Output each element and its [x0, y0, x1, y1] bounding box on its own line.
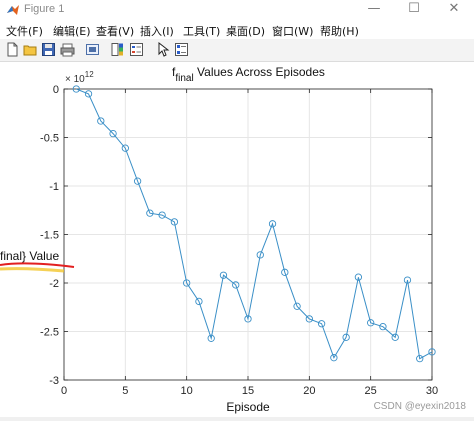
- matlab-logo-icon: [7, 5, 19, 15]
- data-point: [219, 271, 228, 279]
- x-tick-label: 20: [303, 385, 315, 397]
- new-figure-icon[interactable]: [5, 42, 20, 57]
- property-inspector-icon[interactable]: [174, 42, 189, 57]
- figure-canvas: 0 5 10 15 20 25 30 0 -0.5 -1 -1.5 -2 -2.5 -3 × 1012 f…: [0, 62, 474, 417]
- menu-window[interactable]: 窗口(W): [272, 25, 314, 38]
- menu-view[interactable]: 查看(V): [96, 25, 135, 38]
- figure-toolbar: [0, 39, 474, 62]
- maximize-button[interactable]: ☐: [408, 1, 420, 16]
- data-point: [281, 268, 289, 276]
- data-point: [416, 355, 424, 363]
- edit-plot-pointer-icon[interactable]: [156, 42, 171, 57]
- data-point: [232, 281, 240, 289]
- series-line: [76, 88, 433, 360]
- data-point: [428, 348, 436, 356]
- data-point: [72, 85, 80, 93]
- colorbar-icon[interactable]: [110, 42, 125, 57]
- data-point: [354, 273, 363, 281]
- y-tick-label: -2.5: [40, 327, 59, 339]
- red-underline-annotation: [0, 262, 75, 268]
- data-point: [403, 276, 412, 284]
- data-point: [367, 319, 375, 327]
- chart-title: ffinal Values Across Episodes: [172, 65, 325, 84]
- data-point: [268, 220, 277, 228]
- x-tick-label: 5: [122, 385, 128, 397]
- link-plot-icon[interactable]: [85, 42, 100, 57]
- data-point: [146, 209, 154, 217]
- save-icon[interactable]: [41, 42, 56, 57]
- x-axis-label: Episode: [226, 400, 270, 414]
- data-point: [121, 144, 129, 152]
- y-exponent-label: × 1012: [65, 70, 94, 85]
- legend-icon[interactable]: [129, 42, 144, 57]
- axis-ticks: 0 5 10 15 20 25 30 0 -0.5 -1 -1.5 -2 -2.5 -3: [40, 84, 438, 397]
- y-tick-label: -0.5: [40, 133, 59, 145]
- data-point: [109, 129, 117, 138]
- data-point: [305, 315, 313, 323]
- y-tick-label: -2: [49, 278, 59, 290]
- data-point: [133, 177, 142, 185]
- y-axis-label: final} Value: [0, 249, 59, 263]
- x-tick-label: 30: [426, 385, 438, 397]
- data-point: [342, 333, 350, 341]
- data-point: [330, 354, 338, 362]
- line-chart[interactable]: 0 5 10 15 20 25 30 0 -0.5 -1 -1.5 -2 -2.5 -3 × 1012 f…: [0, 62, 474, 417]
- data-point: [207, 334, 215, 342]
- data-point: [379, 322, 387, 331]
- data-point: [317, 320, 326, 328]
- print-icon[interactable]: [60, 42, 75, 57]
- watermark: CSDN @eyexin2018: [373, 401, 466, 412]
- menu-desktop[interactable]: 桌面(D): [226, 25, 266, 38]
- x-tick-label: 0: [61, 385, 67, 397]
- data-point: [170, 218, 179, 226]
- y-tick-label: 0: [53, 84, 59, 96]
- data-point: [391, 333, 399, 341]
- minimize-button[interactable]: —: [367, 1, 381, 16]
- window-title-bar: Figure 1 — ☐ ✕: [0, 0, 474, 20]
- menu-help[interactable]: 帮助(H): [320, 25, 359, 38]
- data-point: [256, 251, 264, 259]
- data-point: [195, 297, 203, 306]
- x-tick-label: 15: [242, 385, 254, 397]
- data-point: [84, 90, 93, 98]
- data-point: [183, 279, 191, 287]
- data-point: [97, 117, 105, 125]
- open-file-icon[interactable]: [23, 42, 38, 57]
- data-point: [158, 211, 166, 219]
- menu-bar: 文件(F) 编辑(E) 查看(V) 插入(I) 工具(T) 桌面(D) 窗口(W…: [0, 20, 474, 39]
- series-markers: [72, 85, 436, 363]
- close-button[interactable]: ✕: [448, 1, 460, 16]
- y-tick-label: -1.5: [40, 230, 59, 242]
- menu-insert[interactable]: 插入(I): [140, 25, 174, 38]
- menu-file[interactable]: 文件(F): [6, 25, 43, 38]
- data-point: [293, 302, 301, 310]
- menu-edit[interactable]: 编辑(E): [53, 25, 91, 38]
- x-tick-label: 25: [365, 385, 377, 397]
- y-tick-label: -3: [49, 375, 59, 387]
- window-title: Figure 1: [24, 3, 65, 15]
- x-tick-label: 10: [181, 385, 193, 397]
- data-point: [244, 315, 252, 323]
- yellow-highlight-annotation: [0, 267, 65, 273]
- menu-tools[interactable]: 工具(T): [183, 25, 221, 38]
- y-tick-label: -1: [49, 181, 59, 193]
